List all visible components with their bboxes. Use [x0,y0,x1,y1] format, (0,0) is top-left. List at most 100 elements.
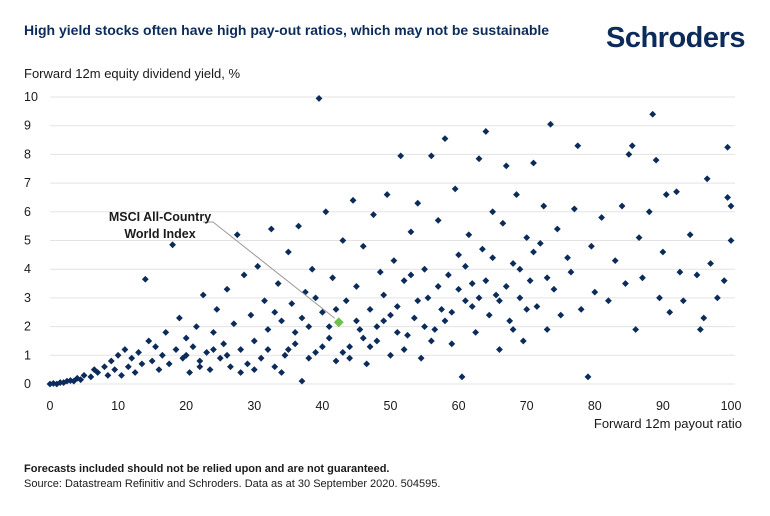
data-point [56,379,64,386]
data-point [199,291,207,299]
data-point [421,323,428,330]
data-point [250,337,258,345]
data-point [237,369,245,376]
data-point [588,242,595,250]
data-point [414,199,422,207]
data-point [390,257,398,264]
data-point [645,208,653,216]
data-point [274,280,282,287]
data-point [574,142,582,150]
data-point [175,314,183,322]
data-point [370,211,377,219]
data-point [475,294,483,302]
data-point [489,208,497,216]
data-point [284,346,292,353]
data-point [502,283,510,290]
data-point [322,208,330,216]
data-point [530,159,537,167]
y-tick-label: 7 [24,176,31,190]
data-point [162,328,170,336]
data-point [203,349,211,356]
data-point [434,283,442,290]
data-point [407,228,415,236]
data-point [387,311,394,319]
data-point [124,363,132,371]
data-point [513,191,520,198]
data-point [186,369,193,376]
y-tick-label: 0 [24,377,31,391]
data-point [281,351,289,359]
data-point [434,217,442,224]
data-point [213,305,221,313]
y-tick-label: 5 [24,234,31,248]
y-tick-label: 6 [24,205,31,219]
data-point [387,351,394,359]
x-tick-label: 80 [588,399,602,413]
data-point [393,303,401,310]
data-point [727,202,735,210]
data-point [455,285,462,293]
data-point [564,254,571,262]
data-point [152,343,159,351]
data-point [376,268,384,276]
data-point [659,248,667,256]
data-point [724,194,731,201]
data-point [553,225,561,233]
data-point [523,305,531,313]
data-point [724,143,731,151]
x-axis-label: Forward 12m payout ratio [593,416,742,431]
data-point [605,297,612,305]
data-point [121,346,129,353]
x-tick-label: 10 [111,399,125,413]
data-point [182,334,190,342]
x-tick-label: 100 [721,399,742,413]
data-point [353,283,360,290]
data-point [210,346,217,353]
data-point [254,262,262,270]
data-point [169,241,176,249]
data-point [240,271,248,279]
data-point [223,285,231,293]
data-point [536,239,544,247]
data-point [482,128,490,135]
data-point [441,317,449,325]
data-point [312,349,319,356]
data-point [227,363,234,371]
data-point [308,265,316,273]
data-point [141,275,149,283]
data-point [138,360,146,368]
data-point [591,288,599,296]
data-point [598,214,606,221]
data-point [298,314,306,322]
data-point [618,202,626,210]
x-tick-label: 30 [247,399,261,413]
data-point [448,308,456,316]
data-point [509,260,517,267]
data-point [707,260,714,267]
data-point [519,337,527,345]
data-point [271,363,279,371]
annotation-label: World Index [124,227,195,241]
data-point [193,323,200,330]
data-point [380,317,388,325]
data-point [492,291,500,299]
data-point [325,323,333,330]
data-point [264,346,272,353]
data-point [407,271,415,279]
data-point [465,231,473,239]
data-point [284,248,292,256]
data-point [693,271,701,279]
y-tick-label: 2 [24,320,31,334]
data-point [329,274,337,282]
data-point [271,308,279,316]
data-point [455,251,462,259]
data-point [400,277,408,285]
data-point [448,340,456,348]
data-point [652,156,660,164]
data-point [458,373,466,381]
x-tick-label: 20 [179,399,193,413]
data-point [196,357,204,365]
data-point [639,274,646,282]
data-point [189,343,197,351]
data-point [543,274,551,282]
